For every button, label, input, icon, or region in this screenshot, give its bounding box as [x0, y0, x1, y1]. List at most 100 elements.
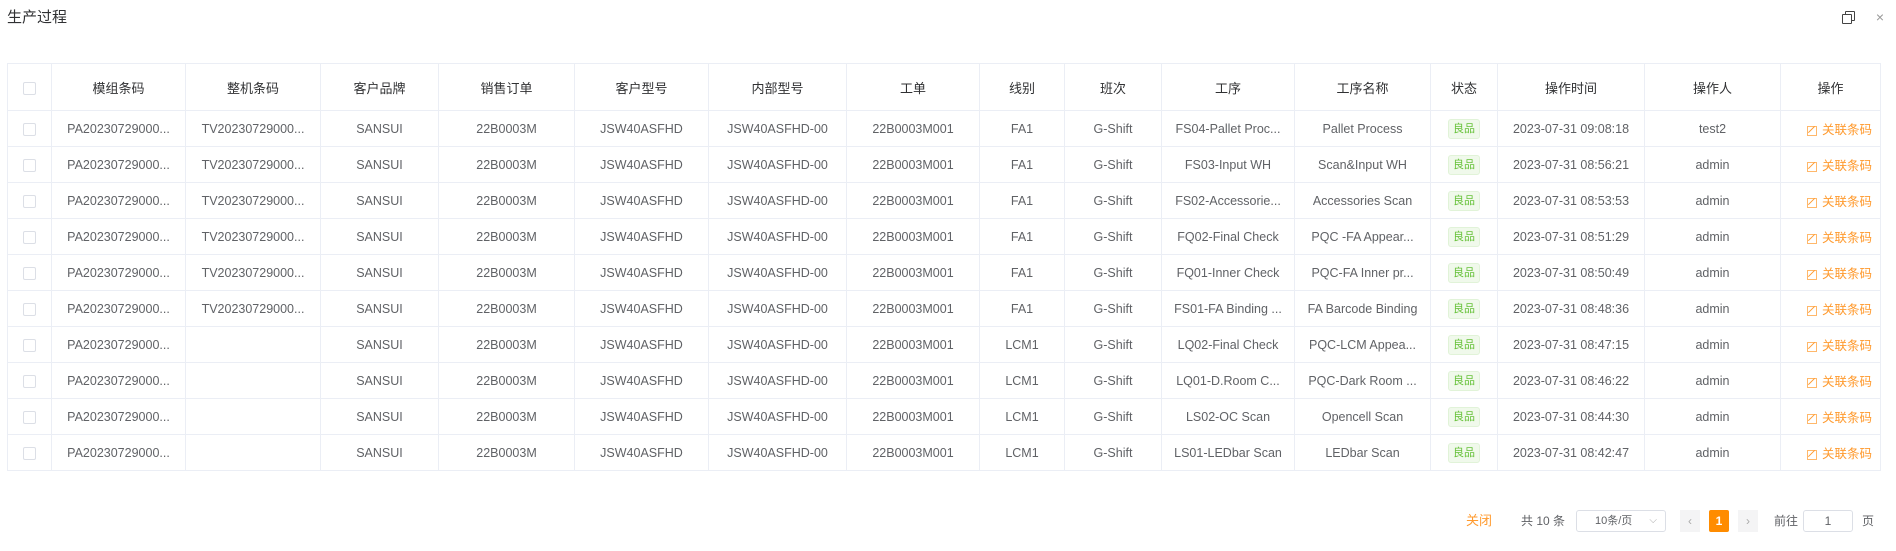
status-badge: 良品 [1448, 334, 1480, 355]
link-barcode-button[interactable]: 关联条码 [1806, 411, 1872, 425]
prev-page-button[interactable]: ‹ [1680, 510, 1700, 532]
table-cell: admin [1644, 146, 1781, 183]
status-badge: 良品 [1448, 154, 1480, 175]
table-cell: LCM1 [979, 362, 1065, 399]
action-cell: 关联条码 [1780, 398, 1881, 435]
table-cell: TV20230729000... [185, 254, 321, 291]
table-cell: FA1 [979, 146, 1065, 183]
link-barcode-label: 关联条码 [1821, 375, 1872, 389]
row-checkbox[interactable] [23, 374, 36, 388]
chevron-down-icon: ⌵ [1649, 515, 1657, 526]
table-cell: JSW40ASFHD-00 [708, 398, 847, 435]
table-cell: TV20230729000... [185, 290, 321, 327]
table-cell: 2023-07-31 09:08:18 [1497, 110, 1645, 147]
table-row: PA20230729000... SANSUI 22B0003M JSW40ASFHD… [7, 362, 1881, 399]
column-header: 工序名称 [1294, 63, 1431, 111]
table-cell: 2023-07-31 08:53:53 [1497, 182, 1645, 219]
row-checkbox-cell [7, 254, 52, 291]
table-cell: PA20230729000... [51, 434, 186, 471]
production-process-table: 模组条码 整机条码 客户品牌 销售订单 客户型号 内部型号 工单 线别 班次 工序 工序名称 状态 操作… [7, 63, 1881, 471]
table-cell: JSW40ASFHD [574, 254, 709, 291]
row-checkbox[interactable] [23, 302, 36, 316]
select-all-checkbox[interactable] [23, 81, 36, 95]
edit-icon [1806, 341, 1817, 352]
table-cell: G-Shift [1064, 434, 1162, 471]
column-header: 操作时间 [1497, 63, 1645, 111]
table-cell: JSW40ASFHD-00 [708, 362, 847, 399]
link-barcode-button[interactable]: 关联条码 [1806, 159, 1872, 173]
table-cell: Accessories Scan [1294, 182, 1431, 219]
table-cell: 22B0003M [438, 326, 575, 363]
table-cell: PA20230729000... [51, 110, 186, 147]
row-checkbox[interactable] [23, 158, 36, 172]
close-icon[interactable]: × [1875, 9, 1885, 25]
table-cell: 22B0003M001 [846, 434, 980, 471]
row-checkbox[interactable] [23, 194, 36, 208]
table-cell: SANSUI [320, 434, 439, 471]
close-button[interactable]: 关闭 [1466, 513, 1493, 528]
table-cell: 良品 [1430, 182, 1498, 219]
link-barcode-button[interactable]: 关联条码 [1806, 339, 1872, 353]
table-cell: LQ02-Final Check [1161, 326, 1295, 363]
action-cell: 关联条码 [1780, 362, 1881, 399]
table-cell: Scan&Input WH [1294, 146, 1431, 183]
row-checkbox[interactable] [23, 410, 36, 424]
link-barcode-button[interactable]: 关联条码 [1806, 231, 1872, 245]
table-cell: JSW40ASFHD [574, 434, 709, 471]
copy-icon[interactable] [1839, 9, 1855, 25]
page-size-value: 10条/页 [1595, 515, 1633, 527]
page-size-select[interactable]: 10条/页 ⌵ [1576, 510, 1666, 532]
link-barcode-button[interactable]: 关联条码 [1806, 375, 1872, 389]
table-cell: G-Shift [1064, 218, 1162, 255]
table-cell: G-Shift [1064, 110, 1162, 147]
link-barcode-button[interactable]: 关联条码 [1806, 195, 1872, 209]
table-cell: 良品 [1430, 362, 1498, 399]
table-cell: FA1 [979, 218, 1065, 255]
link-barcode-label: 关联条码 [1821, 231, 1872, 245]
table-cell: 22B0003M001 [846, 146, 980, 183]
row-checkbox[interactable] [23, 230, 36, 244]
edit-icon [1806, 449, 1817, 460]
table-cell: SANSUI [320, 290, 439, 327]
table-cell: G-Shift [1064, 290, 1162, 327]
action-cell: 关联条码 [1780, 218, 1881, 255]
table-cell: 22B0003M001 [846, 182, 980, 219]
row-checkbox[interactable] [23, 446, 36, 460]
row-checkbox-cell [7, 146, 52, 183]
row-checkbox[interactable] [23, 266, 36, 280]
table-cell: FA Barcode Binding [1294, 290, 1431, 327]
row-checkbox[interactable] [23, 122, 36, 136]
table-row: PA20230729000... TV20230729000... SANSUI 22… [7, 110, 1881, 147]
column-header: 操作人 [1644, 63, 1781, 111]
table-cell: PA20230729000... [51, 182, 186, 219]
row-checkbox-cell [7, 218, 52, 255]
column-header: 工序 [1161, 63, 1295, 111]
table-cell: test2 [1644, 110, 1781, 147]
link-barcode-button[interactable]: 关联条码 [1806, 303, 1872, 317]
table-cell: admin [1644, 434, 1781, 471]
column-header: 销售订单 [438, 63, 575, 111]
table-cell: 良品 [1430, 434, 1498, 471]
edit-icon [1806, 377, 1817, 388]
edit-icon [1806, 269, 1817, 280]
next-page-button[interactable]: › [1738, 510, 1758, 532]
table-cell: JSW40ASFHD [574, 398, 709, 435]
link-barcode-button[interactable]: 关联条码 [1806, 123, 1872, 137]
table-cell: PA20230729000... [51, 398, 186, 435]
table-cell: SANSUI [320, 110, 439, 147]
table-cell: admin [1644, 362, 1781, 399]
table-cell: 22B0003M [438, 146, 575, 183]
page-number-1[interactable]: 1 [1709, 510, 1729, 532]
row-checkbox[interactable] [23, 338, 36, 352]
link-barcode-button[interactable]: 关联条码 [1806, 267, 1872, 281]
column-header: 整机条码 [185, 63, 321, 111]
table-cell: JSW40ASFHD-00 [708, 254, 847, 291]
table-cell: TV20230729000... [185, 146, 321, 183]
edit-icon [1806, 233, 1817, 244]
link-barcode-button[interactable]: 关联条码 [1806, 447, 1872, 461]
table-cell: JSW40ASFHD [574, 326, 709, 363]
column-header: 操作 [1780, 63, 1881, 111]
goto-page-input[interactable]: 1 [1803, 510, 1853, 532]
table-cell: FS03-Input WH [1161, 146, 1295, 183]
table-cell: JSW40ASFHD [574, 110, 709, 147]
